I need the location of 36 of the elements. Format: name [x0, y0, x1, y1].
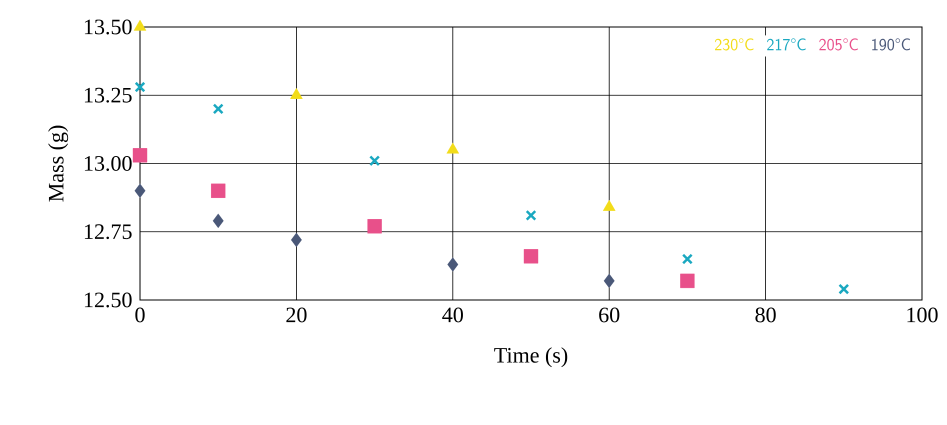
- y-axis-title: Mass (g): [48, 126, 68, 202]
- x-tick-label: 80: [755, 308, 776, 322]
- x-tick-label: 100: [907, 308, 938, 322]
- y-tick-label: 13.50: [84, 20, 132, 34]
- point: [367, 219, 382, 234]
- point: [134, 82, 146, 93]
- x-tick-label: 20: [286, 308, 307, 322]
- point: [134, 20, 146, 31]
- y-tick-label: 13.25: [84, 88, 132, 103]
- text: 230°C: [714, 38, 754, 50]
- point: [212, 103, 224, 114]
- point: [682, 254, 693, 265]
- x-tick-label: 40: [442, 308, 463, 322]
- x-tick-label: 60: [599, 308, 620, 322]
- x-axis-title: Time (s): [494, 347, 568, 368]
- point: [838, 284, 850, 295]
- text: 217°C: [767, 38, 806, 50]
- point: [524, 249, 538, 264]
- y-tick-label: 12.75: [84, 224, 132, 240]
- point: [290, 88, 303, 99]
- point: [369, 155, 380, 166]
- y-tick-label: 12.50: [84, 292, 132, 308]
- point: [134, 184, 146, 198]
- y-tick-label: 13.00: [84, 156, 132, 171]
- point: [211, 184, 226, 198]
- point: [290, 232, 302, 248]
- text: 205°C: [819, 38, 858, 50]
- point: [446, 142, 460, 154]
- point: [132, 148, 148, 162]
- point: [447, 257, 458, 272]
- point: [604, 274, 615, 288]
- point: [680, 274, 695, 288]
- point: [526, 210, 536, 221]
- x-tick-label: 0: [135, 308, 145, 322]
- point: [212, 214, 224, 228]
- text: 190°C: [872, 38, 910, 50]
